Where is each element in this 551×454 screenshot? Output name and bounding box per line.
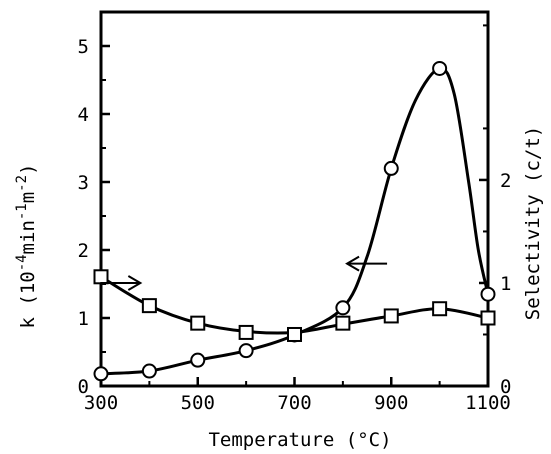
- series-line: [100, 275, 489, 335]
- series-1-square: [93, 269, 496, 342]
- x-axis-label: Temperature (°C): [208, 429, 391, 451]
- series-0-circle: [93, 60, 496, 382]
- arrow-head: [127, 275, 143, 291]
- left-y-label-sup1: -4: [14, 254, 30, 271]
- left-tick-label: 3: [78, 172, 89, 194]
- data-point-square: [238, 324, 254, 340]
- left-y-label-mid2: m: [17, 192, 39, 203]
- left-y-label-mid: min: [17, 220, 39, 254]
- right-tick-label: 2: [500, 170, 511, 192]
- bottom-tick-label: 900: [374, 392, 408, 414]
- right-axis-ticks: 0 1 2: [479, 24, 511, 398]
- left-axis-ticks: 0 1 2 3 4 5: [78, 36, 110, 398]
- bottom-axis-ticks: 300 500 700 900 1100: [84, 377, 511, 414]
- left-y-axis-label: k (10-4min-1m-2): [14, 163, 39, 328]
- bottom-tick-label: 500: [181, 392, 215, 414]
- data-point-circle: [93, 366, 109, 382]
- series-layer: [93, 60, 496, 382]
- data-point-circle: [335, 300, 351, 316]
- data-point-circle: [432, 60, 448, 76]
- data-point-square: [287, 326, 302, 342]
- data-point-square: [432, 301, 448, 317]
- right-tick-label: 0: [500, 376, 511, 398]
- data-point-circle: [190, 352, 206, 368]
- left-y-label-sup2: -1: [14, 203, 30, 220]
- data-point-circle: [480, 286, 496, 302]
- left-tick-label: 4: [78, 104, 89, 126]
- data-point-square: [141, 298, 157, 314]
- data-point-circle: [383, 160, 399, 176]
- right-tick-label: 1: [500, 273, 511, 295]
- bottom-tick-label: 300: [84, 392, 118, 414]
- series-line: [100, 66, 490, 376]
- bottom-tick-label: 700: [277, 392, 311, 414]
- left-tick-label: 0: [78, 376, 89, 398]
- data-point-square: [335, 315, 351, 331]
- left-tick-label: 1: [78, 308, 89, 330]
- left-y-label-sup3: -2: [14, 175, 30, 192]
- data-point-circle: [238, 343, 254, 359]
- data-point-square: [93, 269, 109, 285]
- left-tick-label: 5: [78, 36, 89, 58]
- right-y-axis-label: Selectivity (c/t): [522, 126, 544, 320]
- data-point-circle: [141, 363, 157, 379]
- data-point-square: [190, 315, 206, 331]
- left-tick-label: 2: [78, 240, 89, 262]
- data-point-square: [480, 310, 496, 326]
- arrow-head: [345, 255, 360, 272]
- data-point-square: [383, 308, 399, 324]
- left-y-label-suffix: ): [17, 163, 39, 174]
- left-y-label-prefix: k (10: [17, 271, 39, 328]
- bottom-tick-label: 1100: [465, 392, 511, 414]
